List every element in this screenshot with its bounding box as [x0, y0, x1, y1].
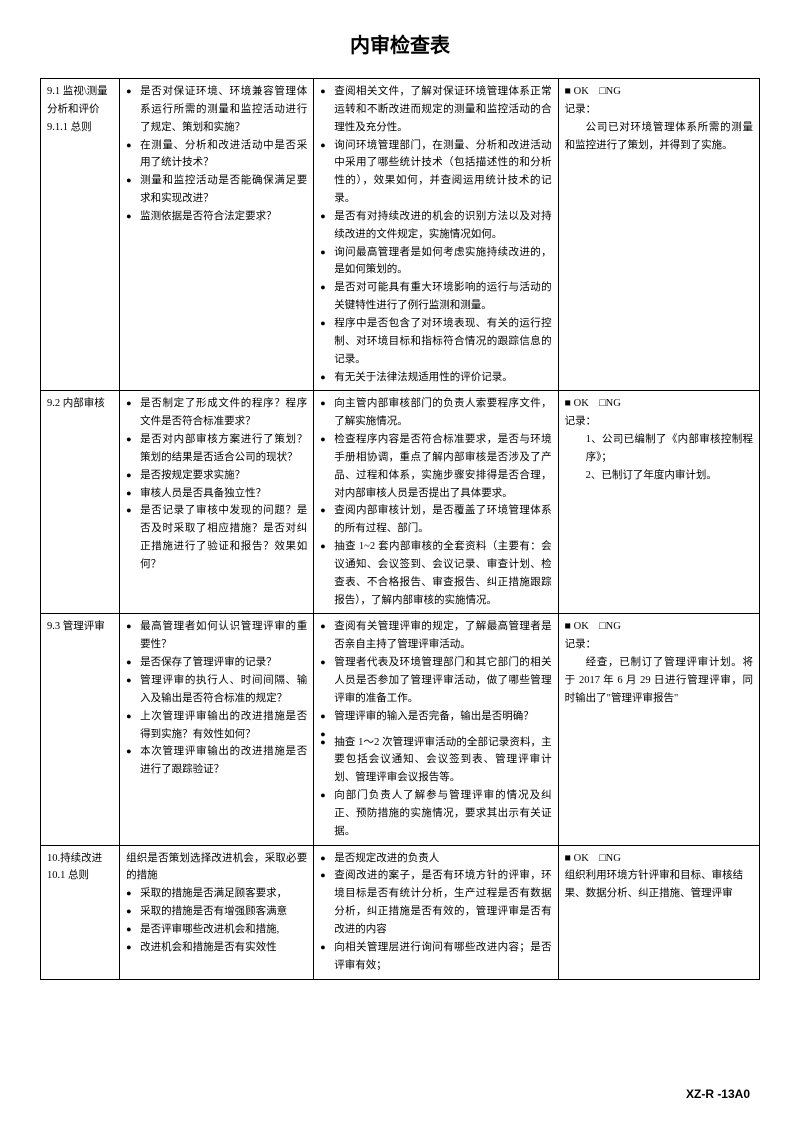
ok-check: ■ OK: [565, 86, 589, 97]
method-cell: 向主管内部审核部门的负责人索要程序文件，了解实施情况。 检查程序内容是否符合标准…: [314, 391, 558, 614]
list-item: 抽查 1～2 次管理评审活动的全部记录资料，主要包括会议通知、会议签到表、管理评…: [320, 734, 551, 788]
list-item: 是否有对持续改进的机会的识别方法以及对持续改进的文件规定，实施情况如何。: [320, 208, 551, 244]
list-item: 询问环境管理部门，在测量、分析和改进活动中采用了哪些统计技术（包括描述性的和分析…: [320, 137, 551, 208]
list-item: 测量和监控活动是否能确保满足要求和实现改进？: [126, 172, 307, 208]
page-title: 内审检查表: [40, 30, 760, 62]
ng-check: □NG: [599, 621, 621, 632]
result-cell: ■ OK □NG 记录： 经查，已制订了管理评审计划。将于 2017 年 6 月…: [558, 614, 759, 845]
section-sub: 10.1 总则: [47, 867, 113, 885]
list-item: 是否评审哪些改进机会和措施,: [126, 921, 307, 939]
section-sub: 9.1.1 总则: [47, 119, 113, 137]
question-cell: 是否对保证环境、环境兼容管理体系运行所需的测量和监控活动进行了规定、策划和实施？…: [120, 79, 314, 391]
ok-check: ■ OK: [565, 621, 589, 632]
record-item: 2、已制订了年度内审计划。: [565, 467, 753, 485]
ok-check: ■ OK: [565, 398, 589, 409]
ok-check: ■ OK: [565, 853, 589, 864]
list-item: 查阅相关文件，了解对保证环境管理体系正常运转和不断改进而规定的测量和监控活动的合…: [320, 83, 551, 137]
list-item: 是否制定了形成文件的程序？程序文件是否符合标准要求？: [126, 395, 307, 431]
method-cell: 查阅有关管理评审的规定，了解最高管理者是否亲自主持了管理评审活动。 管理者代表及…: [314, 614, 558, 845]
footer-code: XZ-R -13A0: [686, 1085, 750, 1104]
ng-check: □NG: [599, 398, 621, 409]
section-cell: 9.2 内部审核: [41, 391, 120, 614]
list-item: 管理者代表及环境管理部门和其它部门的相关人员是否参加了管理评审活动，做了哪些管理…: [320, 654, 551, 708]
list-item: 抽查 1~2 套内部审核的全套资料（主要有：会议通知、会议签到、会议记录、审查计…: [320, 538, 551, 609]
ng-check: □NG: [599, 853, 621, 864]
question-cell: 是否制定了形成文件的程序？程序文件是否符合标准要求？ 是否对内部审核方案进行了策…: [120, 391, 314, 614]
record-label: 记录：: [565, 413, 753, 431]
list-item: 本次管理评审输出的改进措施是否进行了跟踪验证？: [126, 743, 307, 779]
list-item: 改进机会和措施是否有实效性: [126, 939, 307, 957]
list-item: 是否对可能具有重大环境影响的运行与活动的关键特性进行了例行监测和测量。: [320, 279, 551, 315]
list-item: 有无关于法律法规适用性的评价记录。: [320, 369, 551, 387]
list-item: 在测量、分析和改进活动中是否采用了统计技术？: [126, 137, 307, 173]
list-item: 监测依据是否符合法定要求？: [126, 208, 307, 226]
section-id: 10.持续改进: [47, 850, 113, 868]
list-item: 查阅改进的案子，是否有环境方针的评审，环境目标是否有统计分析，生产过程是否有数据…: [320, 867, 551, 938]
record-body: 公司已对环境管理体系所需的测量和监控进行了策划，并得到了实施。: [565, 119, 753, 155]
list-item: 管理评审的执行人、时间间隔、输入及输出是否符合标准的规定？: [126, 672, 307, 708]
table-row: 9.2 内部审核 是否制定了形成文件的程序？程序文件是否符合标准要求？ 是否对内…: [41, 391, 760, 614]
list-item: 是否记录了审核中发现的问题？是否及时采取了相应措施？是否对纠正措施进行了验证和报…: [126, 502, 307, 573]
section-cell: 9.1 监视\测量分析和评价 9.1.1 总则: [41, 79, 120, 391]
question-cell: 最高管理者如何认识管理评审的重要性？ 是否保存了管理评审的记录？ 管理评审的执行…: [120, 614, 314, 845]
question-cell: 组织是否策划选择改进机会，采取必要的措施 采取的措施是否满足顾客要求， 采取的措…: [120, 845, 314, 979]
list-item: 是否按规定要求实施？: [126, 467, 307, 485]
section-id: 9.3 管理评审: [47, 618, 113, 636]
list-item: 程序中是否包含了对环境表现、有关的运行控制、对环境目标和指标符合情况的跟踪信息的…: [320, 315, 551, 369]
list-item: 审核人员是否具备独立性？: [126, 485, 307, 503]
list-item: 采取的措施是否满足顾客要求，: [126, 885, 307, 903]
list-item: 向部门负责人了解参与管理评审的情况及纠正、预防措施的实施情况，要求其出示有关证据…: [320, 787, 551, 841]
list-item: [320, 726, 551, 734]
list-item: 向相关管理层进行询问有哪些改进内容；是否评审有效；: [320, 939, 551, 975]
list-item: 查阅有关管理评审的规定，了解最高管理者是否亲自主持了管理评审活动。: [320, 618, 551, 654]
list-item: 查阅内部审核计划，是否覆盖了环境管理体系的所有过程、部门。: [320, 502, 551, 538]
result-cell: ■ OK □NG 组织利用环境方针评审和目标、审核结果、数据分析、纠正措施、管理…: [558, 845, 759, 979]
record-body: 经查，已制订了管理评审计划。将于 2017 年 6 月 29 日进行管理评审，同…: [565, 654, 753, 708]
section-id: 9.1 监视\测量分析和评价: [47, 83, 113, 119]
list-item: 管理评审的输入是否完备，输出是否明确？: [320, 708, 551, 726]
list-item: 询问最高管理者是如何考虑实施持续改进的，是如何策划的。: [320, 244, 551, 280]
lead-text: 组织是否策划选择改进机会，采取必要的措施: [126, 850, 307, 886]
method-cell: 查阅相关文件，了解对保证环境管理体系正常运转和不断改进而规定的测量和监控活动的合…: [314, 79, 558, 391]
record-item: 1、公司已编制了《内部审核控制程序》；: [565, 431, 753, 467]
result-cell: ■ OK □NG 记录： 1、公司已编制了《内部审核控制程序》； 2、已制订了年…: [558, 391, 759, 614]
section-cell: 9.3 管理评审: [41, 614, 120, 845]
table-row: 9.3 管理评审 最高管理者如何认识管理评审的重要性？ 是否保存了管理评审的记录…: [41, 614, 760, 845]
section-cell: 10.持续改进 10.1 总则: [41, 845, 120, 979]
list-item: 上次管理评审输出的改进措施是否得到实施？有效性如何？: [126, 708, 307, 744]
list-item: 是否对保证环境、环境兼容管理体系运行所需的测量和监控活动进行了规定、策划和实施？: [126, 83, 307, 137]
list-item: 是否对内部审核方案进行了策划？策划的结果是否适合公司的现状？: [126, 431, 307, 467]
section-id: 9.2 内部审核: [47, 395, 113, 413]
list-item: 是否保存了管理评审的记录？: [126, 654, 307, 672]
table-row: 10.持续改进 10.1 总则 组织是否策划选择改进机会，采取必要的措施 采取的…: [41, 845, 760, 979]
result-cell: ■ OK □NG 记录： 公司已对环境管理体系所需的测量和监控进行了策划，并得到…: [558, 79, 759, 391]
record-label: 记录：: [565, 101, 753, 119]
method-cell: 是否规定改进的负责人 查阅改进的案子，是否有环境方针的评审，环境目标是否有统计分…: [314, 845, 558, 979]
table-row: 9.1 监视\测量分析和评价 9.1.1 总则 是否对保证环境、环境兼容管理体系…: [41, 79, 760, 391]
list-item: 向主管内部审核部门的负责人索要程序文件，了解实施情况。: [320, 395, 551, 431]
record-label: 记录：: [565, 636, 753, 654]
record-body: 组织利用环境方针评审和目标、审核结果、数据分析、纠正措施、管理评审: [565, 867, 753, 903]
list-item: 是否规定改进的负责人: [320, 850, 551, 868]
ng-check: □NG: [599, 86, 621, 97]
list-item: 采取的措施是否有增强顾客满意: [126, 903, 307, 921]
list-item: 检查程序内容是否符合标准要求，是否与环境手册相协调，重点了解内部审核是否涉及了产…: [320, 431, 551, 502]
list-item: 最高管理者如何认识管理评审的重要性？: [126, 618, 307, 654]
audit-table: 9.1 监视\测量分析和评价 9.1.1 总则 是否对保证环境、环境兼容管理体系…: [40, 78, 760, 980]
